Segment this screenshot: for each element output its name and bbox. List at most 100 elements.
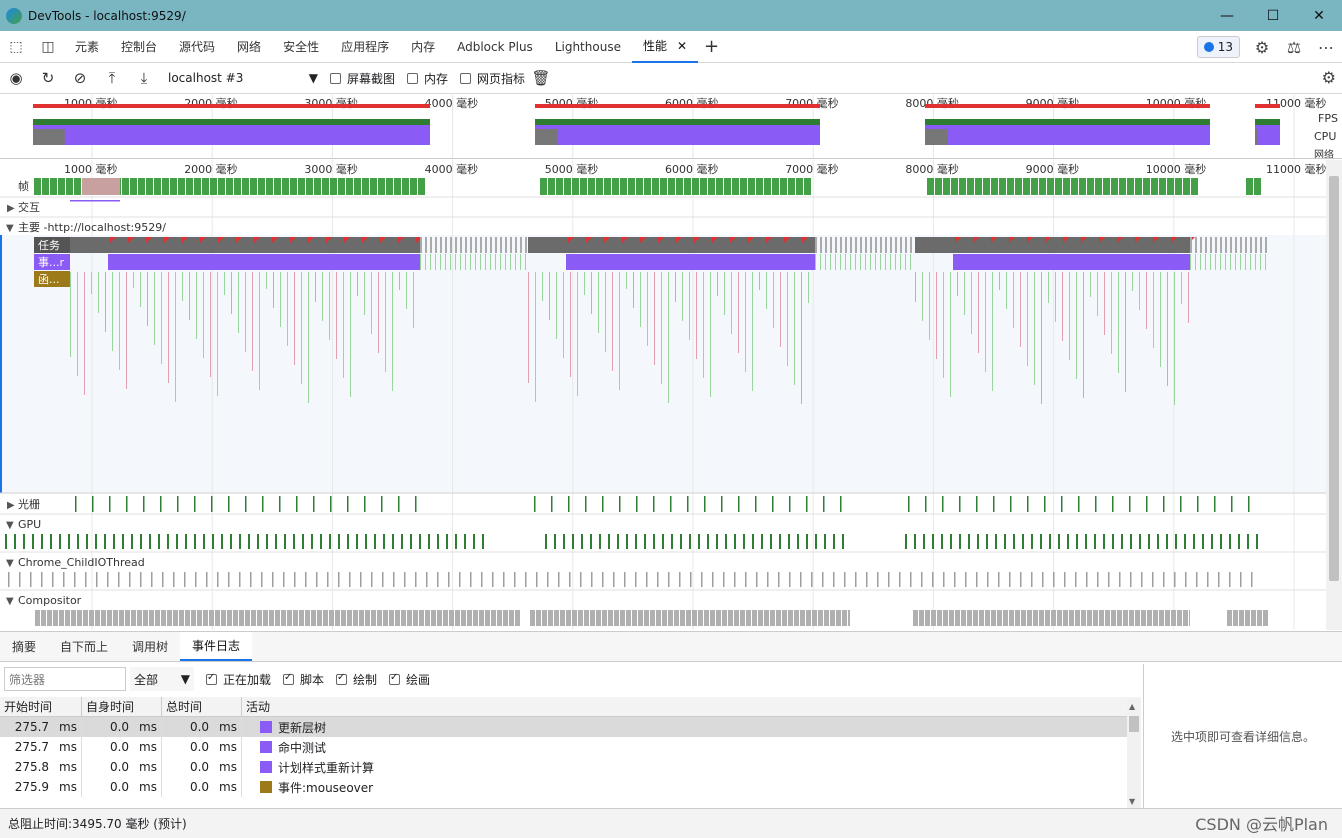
add-tab-icon[interactable]: + (704, 36, 720, 57)
frame-block[interactable] (700, 178, 707, 195)
frame-block[interactable] (548, 178, 555, 195)
gpu-label[interactable]: GPU (18, 518, 41, 531)
event-bar[interactable] (953, 254, 1190, 270)
table-row[interactable]: 275.8 ms 0.0 ms 0.0 ms 计划样式重新计算 (0, 757, 1141, 777)
loading-checkbox[interactable]: 正在加载 (206, 671, 271, 688)
table-row[interactable]: 275.7 ms 0.0 ms 0.0 ms 命中测试 (0, 737, 1141, 757)
settings-gear-icon[interactable]: ⚙ (1254, 37, 1270, 57)
scripting-checkbox[interactable]: 脚本 (283, 671, 324, 688)
frame-block[interactable] (1071, 178, 1078, 195)
close-window-button[interactable]: ✕ (1313, 7, 1325, 24)
frame-block[interactable] (748, 178, 755, 195)
frame-block[interactable] (274, 178, 281, 195)
tab-adblock[interactable]: Adblock Plus (457, 39, 533, 54)
col-total-time[interactable]: 总时间 (162, 697, 242, 716)
frame-block[interactable] (596, 178, 603, 195)
tab-call-tree[interactable]: 调用树 (132, 640, 169, 654)
frame-block[interactable] (716, 178, 723, 195)
frame-block[interactable] (130, 178, 137, 195)
frame-block[interactable] (652, 178, 659, 195)
frame-block[interactable] (386, 178, 393, 195)
frame-block[interactable] (796, 178, 803, 195)
frame-block[interactable] (564, 178, 571, 195)
frame-block[interactable] (668, 178, 675, 195)
tab-event-log[interactable]: 事件日志 (180, 632, 253, 661)
frame-block[interactable] (951, 178, 958, 195)
frame-block[interactable] (330, 178, 337, 195)
frame-block[interactable] (724, 178, 731, 195)
frame-block[interactable] (410, 178, 417, 195)
interactions-expand-icon[interactable]: ▶ (7, 203, 15, 214)
frame-block[interactable] (34, 178, 41, 195)
frame-block[interactable] (322, 178, 329, 195)
frame-block[interactable] (644, 178, 651, 195)
frame-block[interactable] (1015, 178, 1022, 195)
frame-block[interactable] (1047, 178, 1054, 195)
tab-security[interactable]: 安全性 (283, 40, 320, 54)
frame-block[interactable] (764, 178, 771, 195)
frame-block[interactable] (242, 178, 249, 195)
frame-block[interactable] (604, 178, 611, 195)
frame-block[interactable] (1079, 178, 1086, 195)
frame-block[interactable] (943, 178, 950, 195)
frame-block[interactable] (684, 178, 691, 195)
frame-block[interactable] (1007, 178, 1014, 195)
capture-settings-gear-icon[interactable]: ⚙ (1321, 68, 1336, 87)
frame-block[interactable] (42, 178, 49, 195)
tab-performance[interactable]: 性能 ✕ (631, 31, 699, 63)
frame-block[interactable] (66, 178, 73, 195)
frame-block[interactable] (394, 178, 401, 195)
frame-block[interactable] (306, 178, 313, 195)
upload-icon[interactable]: ⤒ (108, 69, 116, 87)
frame-block[interactable] (1095, 178, 1102, 195)
table-row[interactable]: 275.9 ms 0.0 ms 0.0 ms 事件:mouseover (0, 777, 1141, 797)
frame-block[interactable] (346, 178, 353, 195)
frame-block[interactable] (1103, 178, 1110, 195)
frame-block[interactable] (290, 178, 297, 195)
compositor-collapse-icon[interactable]: ▼ (6, 596, 14, 607)
frame-block[interactable] (1039, 178, 1046, 195)
frame-block[interactable] (676, 178, 683, 195)
frame-block[interactable] (572, 178, 579, 195)
frame-block[interactable] (1191, 178, 1198, 195)
frame-block[interactable] (58, 178, 65, 195)
frame-block[interactable] (692, 178, 699, 195)
frame-block[interactable] (338, 178, 345, 195)
frame-block[interactable] (612, 178, 619, 195)
tab-summary[interactable]: 摘要 (12, 640, 37, 654)
frame-block[interactable] (959, 178, 966, 195)
frame-block[interactable] (154, 178, 161, 195)
tab-bottom-up[interactable]: 自下而上 (60, 640, 109, 654)
issues-badge[interactable]: 13 (1196, 36, 1240, 58)
main-collapse-icon[interactable]: ▼ (6, 223, 14, 234)
frame-block[interactable] (186, 178, 193, 195)
frame-block[interactable] (178, 178, 185, 195)
frame-block[interactable] (250, 178, 257, 195)
io-thread-label[interactable]: Chrome_ChildIOThread (18, 556, 145, 569)
frame-block[interactable] (967, 178, 974, 195)
frame-block[interactable] (362, 178, 369, 195)
task-bar[interactable] (528, 237, 815, 253)
timeline-overview[interactable]: 1000 毫秒 2000 毫秒 3000 毫秒 4000 毫秒 5000 毫秒 6000 … (0, 95, 1342, 159)
frame-block[interactable] (1119, 178, 1126, 195)
web-vitals-checkbox[interactable]: 网页指标 (460, 70, 525, 87)
main-thread-label[interactable]: 主要 -http://localhost:9529/ (18, 221, 166, 234)
inspect-element-icon[interactable]: ⬚ (9, 38, 23, 55)
event-chip[interactable] (34, 254, 70, 270)
col-start-time[interactable]: 开始时间 (0, 697, 82, 716)
frame-block[interactable] (162, 178, 169, 195)
frame-block[interactable] (999, 178, 1006, 195)
frame-block[interactable] (138, 178, 145, 195)
more-options-icon[interactable]: ⋯ (1318, 37, 1334, 57)
frame-block[interactable] (258, 178, 265, 195)
frame-block[interactable] (756, 178, 763, 195)
event-bar[interactable] (566, 254, 815, 270)
frame-block[interactable] (628, 178, 635, 195)
frame-block[interactable] (983, 178, 990, 195)
tab-network[interactable]: 网络 (237, 40, 262, 54)
frame-block[interactable] (370, 178, 377, 195)
table-row[interactable]: 275.7 ms 0.0 ms 0.0 ms 更新层树 (0, 717, 1141, 737)
device-toolbar-icon[interactable]: ◫ (41, 38, 55, 55)
frame-block[interactable] (1111, 178, 1118, 195)
task-bar[interactable] (915, 237, 1190, 253)
